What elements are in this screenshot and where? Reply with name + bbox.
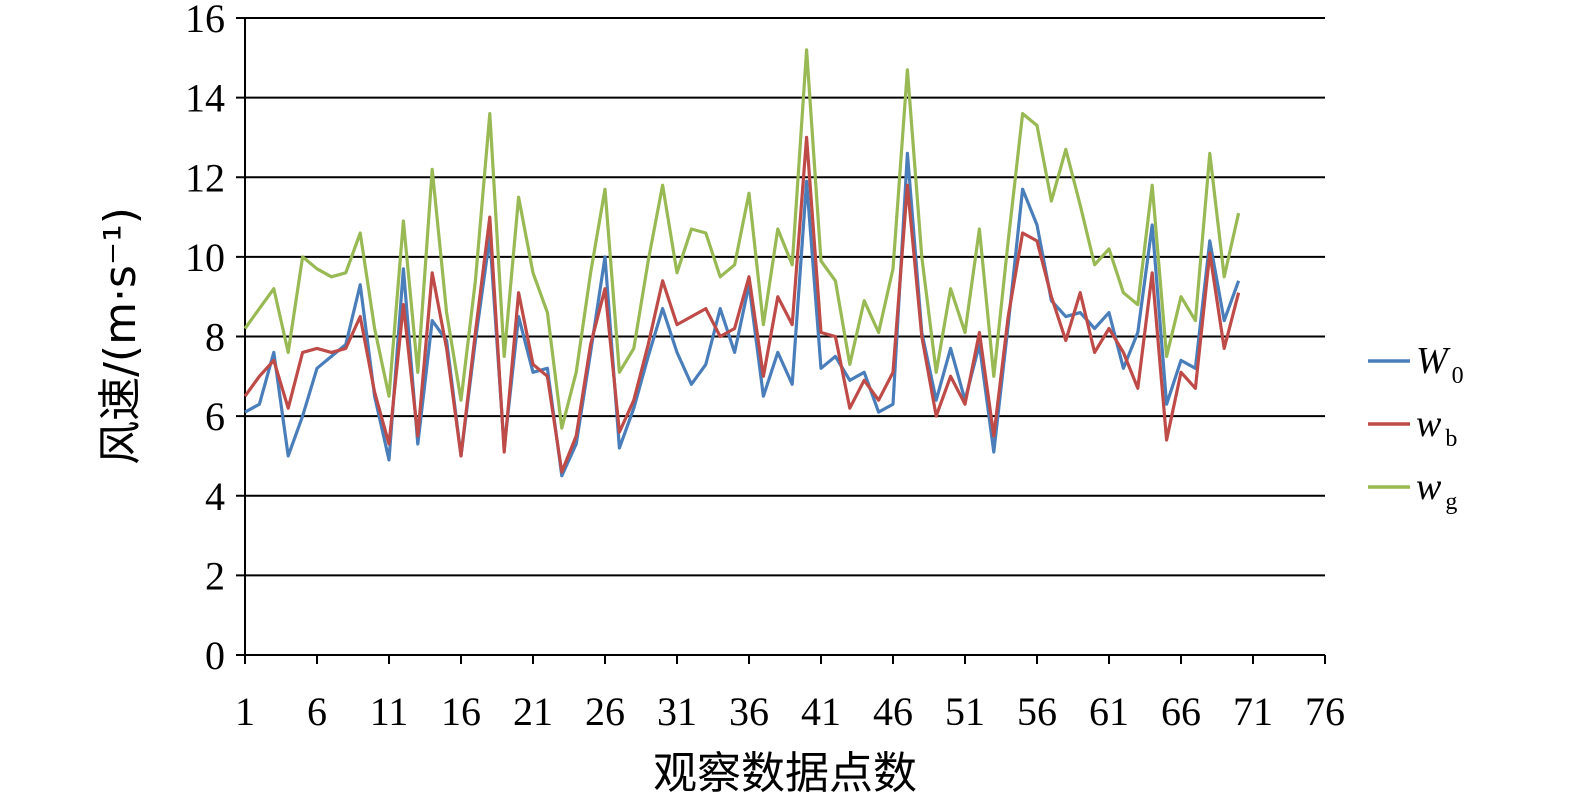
y-tick-label: 0 (205, 633, 225, 678)
x-tick-label: 1 (235, 689, 255, 734)
legend-label-main: w (1416, 466, 1442, 508)
legend: W 0w bw g (1368, 340, 1464, 515)
x-tick-label: 31 (657, 689, 697, 734)
x-tick-label: 66 (1161, 689, 1201, 734)
y-tick-label: 10 (185, 235, 225, 280)
y-tick-label: 2 (205, 553, 225, 598)
series-line-w-g (243, 48, 1241, 430)
y-tick-label: 8 (205, 315, 225, 360)
x-tick-label: 26 (585, 689, 625, 734)
series-line-w-b (243, 135, 1241, 474)
x-tick-labels: 1 6 11 16 21 26 31 36 41 46 51 56 61 66 71 76 (235, 655, 1345, 734)
y-tick-label: 4 (205, 474, 225, 519)
x-axis-title: 观察数据点数 (653, 748, 917, 799)
x-tick-label: 61 (1089, 689, 1129, 734)
y-tick-label: 16 (185, 0, 225, 41)
legend-label-subscript: b (1445, 426, 1457, 452)
series-line-W-0 (244, 151, 1241, 478)
x-tick-label: 36 (729, 689, 769, 734)
legend-label-main: W (1416, 340, 1451, 382)
legend-label-main: w (1416, 403, 1442, 445)
y-tick-label: 14 (185, 76, 225, 121)
y-tick-label: 12 (185, 155, 225, 200)
x-tick-label: 71 (1233, 689, 1273, 734)
x-tick-label: 41 (801, 689, 841, 734)
x-tick-label: 56 (1017, 689, 1057, 734)
series-lines (243, 48, 1241, 478)
y-tick-label: 6 (205, 394, 225, 439)
legend-label-subscript: g (1445, 489, 1457, 515)
x-tick-label: 21 (513, 689, 553, 734)
y-tick-labels: 0 2 4 6 8 10 12 14 16 (185, 0, 245, 678)
x-tick-label: 51 (945, 689, 985, 734)
legend-label-subscript: 0 (1452, 363, 1464, 389)
x-tick-label: 11 (370, 689, 409, 734)
x-tick-label: 16 (441, 689, 481, 734)
x-tick-label: 46 (873, 689, 913, 734)
x-tick-label: 6 (307, 689, 327, 734)
x-tick-label: 76 (1305, 689, 1345, 734)
y-axis-title: 风速/(m·s⁻¹) (95, 207, 146, 465)
